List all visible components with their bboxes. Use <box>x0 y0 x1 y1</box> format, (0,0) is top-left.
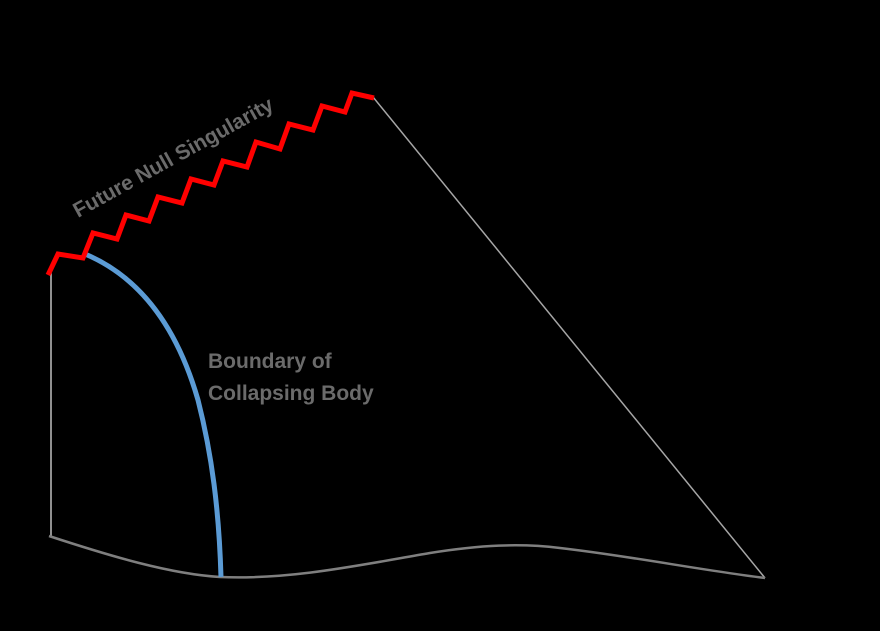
future-null-singularity-zigzag <box>45 90 375 277</box>
diagonal-null-edge <box>372 96 766 579</box>
collapsing-body-boundary <box>84 251 224 578</box>
boundary-label-line1: Boundary of <box>208 350 333 373</box>
bottom-initial-surface <box>48 534 766 580</box>
boundary-label-line2: Collapsing Body <box>208 382 374 405</box>
